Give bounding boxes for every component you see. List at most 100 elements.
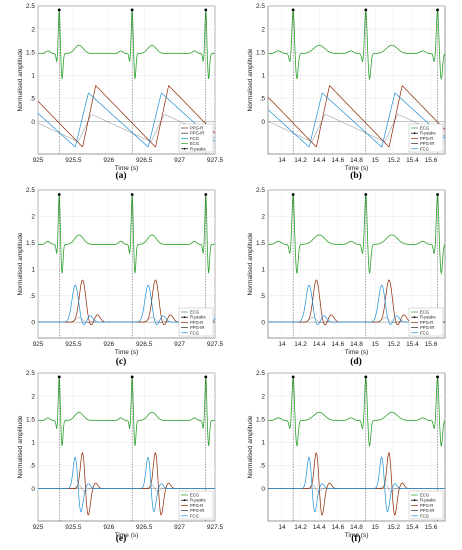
panel-label: (f) [351, 533, 361, 544]
legend-box [178, 123, 214, 153]
x-tick-label: 927 [174, 341, 185, 348]
x-axis-label: Time (s) [115, 349, 139, 356]
y-tick-label: 2.5 [256, 187, 265, 194]
x-tick-label: 14.6 [332, 157, 345, 164]
y-axis-label: Normalised amplitude [247, 48, 254, 111]
legend-box [178, 307, 214, 337]
x-axis-label: Time (s) [345, 349, 369, 356]
panel-label: (c) [116, 356, 127, 367]
legend-marker [413, 499, 416, 502]
panel-label: (d) [350, 356, 362, 367]
series-ppg-ir [267, 113, 446, 142]
x-tick-label: 14.2 [294, 341, 307, 348]
x-axis-label: Time (s) [115, 532, 139, 539]
y-axis-label: Normalised amplitude [247, 415, 254, 478]
series-ecg [38, 9, 216, 79]
r-peak-marker [204, 8, 208, 12]
x-tick-label: 927 [174, 157, 185, 164]
y-tick-label: 1.5 [26, 416, 35, 423]
y-axis-label: Normalised amplitude [247, 232, 254, 295]
legend-entry: ECG [420, 310, 429, 315]
y-tick-label: 1.5 [256, 416, 265, 423]
legend-entry: FCG [420, 513, 429, 518]
y-axis-label: Normalised amplitude [17, 415, 24, 478]
panel-c: 0 .5 1 1.5 2 2.5 925 925.5 926 926.5 927 927.5 Time … [17, 187, 224, 367]
x-tick-label: 926.5 [136, 341, 153, 348]
y-tick-label: 2.5 [26, 370, 35, 377]
r-peak-marker [436, 8, 439, 12]
x-tick-label: 927.5 [207, 524, 224, 531]
y-tick-label: 1 [261, 73, 265, 80]
x-tick-label: 925.5 [65, 157, 82, 164]
y-axis-label: Normalised amplitude [17, 48, 24, 111]
legend-entry: R-peaks [190, 146, 206, 151]
y-tick-label: 2 [31, 393, 35, 400]
y-tick-label: 2 [261, 214, 265, 221]
series-ppg-r [37, 84, 216, 148]
x-tick-label: 14.2 [294, 524, 307, 531]
y-tick-label: 1 [31, 266, 35, 273]
x-tick-label: 926 [103, 341, 114, 348]
series-fcg [38, 456, 216, 513]
r-peak-marker [291, 8, 295, 12]
y-tick-label: .5 [30, 293, 36, 300]
panel-label: (e) [116, 533, 127, 544]
x-tick-label: 15 [372, 341, 380, 348]
x-tick-label: 15.4 [406, 524, 419, 531]
x-axis-label: Time (s) [345, 165, 369, 172]
legend-marker [413, 316, 416, 319]
y-tick-label: .5 [260, 96, 266, 103]
y-tick-label: 1 [261, 266, 265, 273]
legend-entry: ECG [420, 126, 429, 131]
x-tick-label: 927.5 [207, 157, 224, 164]
y-tick-label: 1.5 [26, 240, 35, 247]
legend-entry: PPG-IR [420, 141, 434, 146]
legend-entry: FCG [190, 513, 199, 518]
r-peak-marker [204, 375, 208, 379]
legend-entry: PPG-IR [190, 325, 204, 330]
x-tick-label: 14.2 [294, 157, 307, 164]
legend-entry: R-peaks [420, 498, 436, 503]
r-peak-marker [130, 375, 134, 379]
x-tick-label: 15.4 [406, 341, 419, 348]
x-axis-label: Time (s) [115, 165, 139, 172]
r-peak-marker [436, 193, 439, 196]
series-fcg [268, 456, 446, 513]
series-fcg [37, 92, 216, 148]
y-tick-label: 1 [31, 440, 35, 447]
x-tick-label: 15.2 [387, 524, 400, 531]
y-tick-label: 1.5 [256, 240, 265, 247]
legend-entry: PPG-R [420, 320, 433, 325]
r-peak-marker [130, 193, 134, 196]
r-peak-marker [204, 193, 208, 196]
x-tick-label: 14.6 [332, 341, 345, 348]
legend-entry: ECG [190, 493, 199, 498]
y-tick-label: .5 [260, 293, 266, 300]
y-tick-label: 0 [261, 486, 265, 493]
y-tick-label: 1.5 [256, 49, 265, 56]
r-peak-marker [57, 8, 61, 12]
legend-box [408, 123, 444, 153]
series-ecg [268, 9, 446, 81]
legend-entry: PPG-R [420, 136, 433, 141]
legend-box [408, 307, 444, 337]
x-tick-label: 15.4 [406, 157, 419, 164]
legend-entry: PPG-R [420, 503, 433, 508]
x-tick-label: 14.4 [313, 341, 326, 348]
legend-entry: PPG-IR [420, 325, 434, 330]
x-tick-label: 14.8 [350, 341, 363, 348]
legend-entry: R-peaks [420, 131, 436, 136]
x-tick-label: 15.6 [425, 157, 438, 164]
legend-entry: PPG-IR [420, 508, 434, 513]
series-ecg [38, 194, 216, 274]
y-tick-label: 2.5 [256, 3, 265, 10]
r-peak-marker [130, 8, 134, 12]
legend-entry: FCG [420, 330, 429, 335]
series-ecg [38, 376, 216, 446]
x-tick-label: 927.5 [207, 341, 224, 348]
x-tick-label: 15 [372, 157, 380, 164]
y-tick-label: 1 [261, 440, 265, 447]
x-tick-label: 926 [103, 157, 114, 164]
x-tick-label: 15.6 [425, 524, 438, 531]
